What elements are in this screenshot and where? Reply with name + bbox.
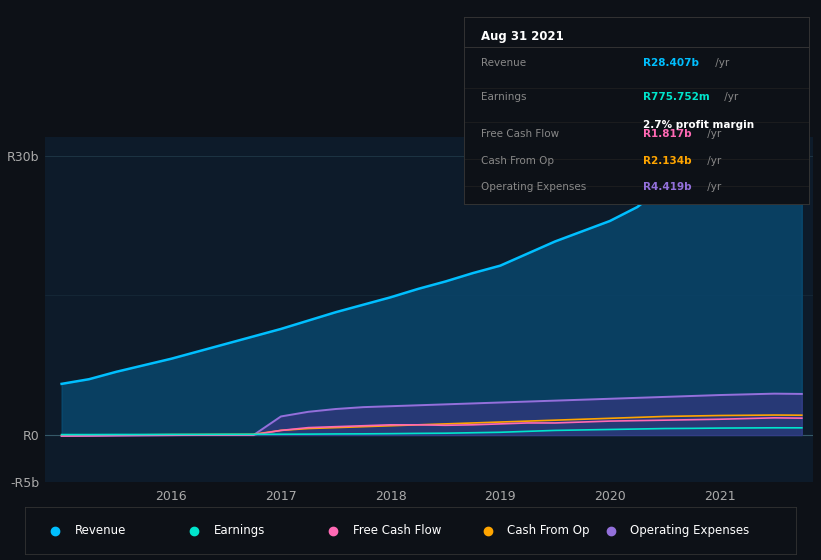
Text: Free Cash Flow: Free Cash Flow <box>481 129 559 139</box>
Text: /yr: /yr <box>704 129 721 139</box>
Text: Operating Expenses: Operating Expenses <box>631 524 750 537</box>
Text: 2.7% profit margin: 2.7% profit margin <box>643 120 754 130</box>
Text: Earnings: Earnings <box>481 92 526 102</box>
Text: R775.752m: R775.752m <box>643 92 710 102</box>
Text: /yr: /yr <box>704 156 721 166</box>
Text: /yr: /yr <box>704 182 721 192</box>
Text: Free Cash Flow: Free Cash Flow <box>353 524 441 537</box>
Text: Operating Expenses: Operating Expenses <box>481 182 586 192</box>
Text: R1.817b: R1.817b <box>643 129 692 139</box>
Text: /yr: /yr <box>721 92 738 102</box>
Text: R4.419b: R4.419b <box>643 182 692 192</box>
Text: R2.134b: R2.134b <box>643 156 692 166</box>
Text: Revenue: Revenue <box>481 58 526 68</box>
Text: Cash From Op: Cash From Op <box>507 524 589 537</box>
Text: Aug 31 2021: Aug 31 2021 <box>481 30 564 43</box>
Text: Revenue: Revenue <box>75 524 126 537</box>
Text: R28.407b: R28.407b <box>643 58 699 68</box>
Text: Cash From Op: Cash From Op <box>481 156 554 166</box>
Text: Earnings: Earnings <box>213 524 265 537</box>
Text: /yr: /yr <box>712 58 729 68</box>
